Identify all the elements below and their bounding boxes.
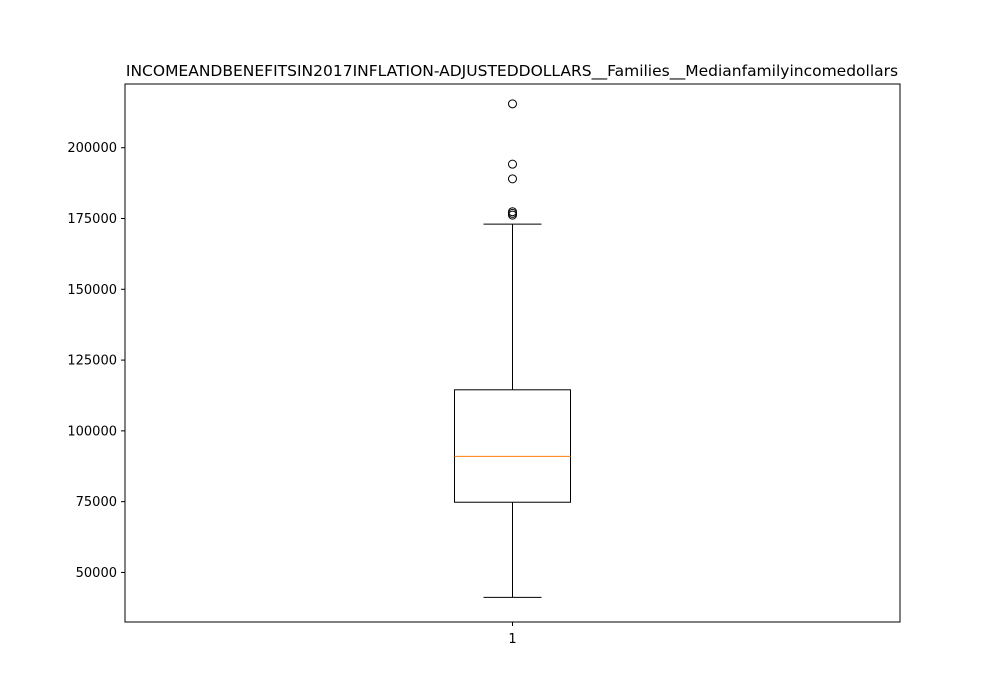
y-tick-label: 75000 <box>76 495 117 510</box>
y-tick-label: 125000 <box>67 354 117 369</box>
y-tick-label: 200000 <box>67 141 117 156</box>
x-tick-label: 1 <box>508 632 516 647</box>
chart-title: INCOMEANDBENEFITSIN2017INFLATION-ADJUSTE… <box>126 62 898 81</box>
y-tick-label: 150000 <box>67 283 117 298</box>
interquartile-box <box>454 389 571 503</box>
outlier-point <box>508 159 517 169</box>
y-tick-label: 100000 <box>67 424 117 439</box>
outlier-point <box>508 174 517 184</box>
y-tick-label: 50000 <box>76 566 117 581</box>
outlier-point <box>508 99 517 109</box>
x-axis: 1 <box>508 622 517 647</box>
box-series <box>454 99 571 598</box>
y-axis: 50000 75000 100000 125000 150000 175000 200000 <box>67 141 125 581</box>
outlier-point <box>508 207 517 217</box>
y-tick-label: 175000 <box>67 212 117 227</box>
plot-area-frame <box>124 83 901 623</box>
